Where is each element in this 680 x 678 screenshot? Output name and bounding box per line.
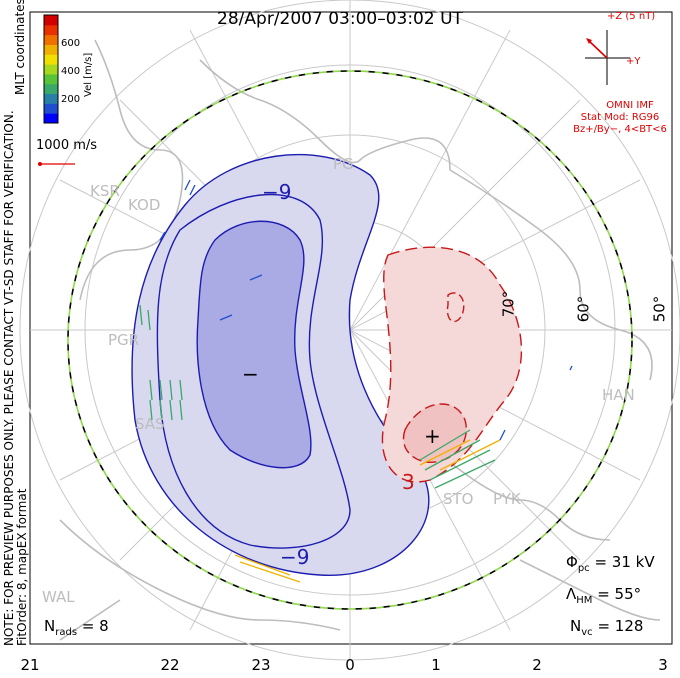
colorbar-segment (44, 73, 58, 85)
colorbar-segment (44, 44, 58, 55)
velocity-colorbar (44, 15, 58, 124)
hm-boundary-green (67, 70, 633, 610)
colorbar-segment (44, 34, 58, 45)
colorbar-segment (44, 54, 58, 65)
station-pg: PG (333, 155, 354, 173)
colorbar-label: Vel [m/s] (83, 52, 94, 97)
station-pyk: PYK (493, 490, 521, 508)
imf-condition: Bz+/By−, 4<BT<6 (573, 124, 667, 135)
station-han: HAN (602, 386, 635, 404)
colorbar-segment (44, 93, 58, 104)
mlt-tick-3: 3 (658, 656, 668, 674)
min-potential-marker: − (242, 362, 259, 386)
imf-source: OMNI IMF (606, 100, 654, 111)
mlt-tick-23: 23 (251, 656, 271, 674)
imf-dial (585, 30, 630, 85)
vector-scale-dot (38, 162, 42, 166)
velocity-vectors (139, 179, 573, 583)
imf-model: Stat Mod: RG96 (580, 112, 660, 123)
plot-border (29, 11, 673, 645)
colorbar-border (43, 14, 59, 124)
imf-y-label: +Y (626, 56, 641, 67)
dawn-cell-inner (402, 403, 467, 463)
preview-note: NOTE: FOR PREVIEW PURPOSES ONLY. PLEASE … (2, 46, 29, 646)
lat-label-70: 70° (499, 290, 518, 318)
max-potential-marker: + (424, 424, 441, 448)
mlt-tick-21: 21 (20, 656, 40, 674)
colorbar-segment (44, 83, 58, 95)
station-kod: KOD (128, 196, 161, 214)
coastlines (59, 39, 661, 641)
dusk-cell-inner (196, 220, 312, 469)
station-wal: WAL (42, 588, 75, 606)
preview-note-line2: FitOrder: 8, mapEX format (15, 488, 29, 646)
phi-pc-stat: Φpc = 31 kV (566, 553, 655, 574)
imf-z-label: +Z (5 nT) (607, 11, 656, 22)
contour-label-neg9-top: −9 (262, 180, 292, 204)
n-vc-stat: Nvc = 128 (570, 617, 644, 638)
lat-label-50: 50° (650, 295, 669, 323)
colorbar-segment (44, 15, 58, 26)
colorbar-tick-600: 600 (61, 38, 81, 49)
colorbar-segment (44, 113, 58, 124)
colorbar-tick-200: 200 (61, 94, 81, 105)
colorbar-segment (44, 64, 58, 75)
lambda-hm-stat: ΛHM = 55° (566, 585, 642, 606)
mlt-tick-2: 2 (532, 656, 542, 674)
dusk-cell-mid (156, 193, 351, 549)
contour-label-neg9-bottom: −9 (280, 545, 310, 569)
mlt-coordinates-label: MLT coordinates (13, 0, 27, 95)
colorbar-tick-400: 400 (61, 66, 81, 77)
map-title: 28/Apr/2007 03:00–03:02 UT (217, 9, 463, 29)
contour-label-3: 3 (402, 470, 415, 494)
colorbar-segment (44, 24, 58, 36)
vector-scale-label: 1000 m/s (36, 138, 98, 153)
station-sto: STO (443, 490, 474, 508)
mlt-tick-0: 0 (345, 656, 355, 674)
mlt-tick-22: 22 (160, 656, 180, 674)
station-ksr: KSR (90, 182, 120, 200)
lat-label-60: 60° (574, 295, 593, 323)
mlt-tick-1: 1 (431, 656, 441, 674)
station-pgr: PGR (108, 331, 140, 349)
n-rads-stat: Nrads = 8 (44, 617, 109, 638)
colorbar-segment (44, 103, 58, 114)
station-sas: SAS (135, 415, 165, 433)
